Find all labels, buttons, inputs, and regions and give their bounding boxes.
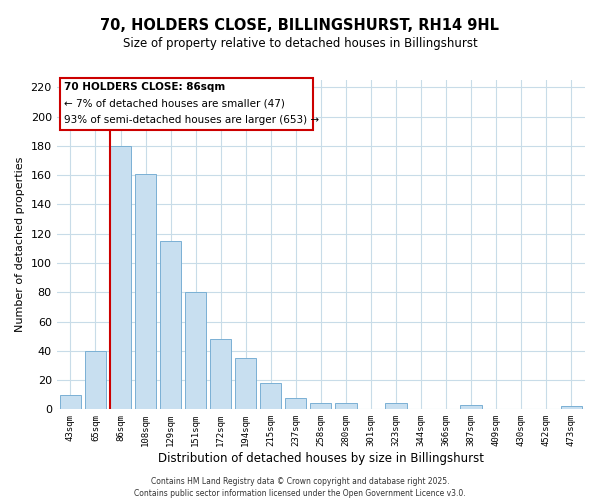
Y-axis label: Number of detached properties: Number of detached properties <box>15 157 25 332</box>
Text: Size of property relative to detached houses in Billingshurst: Size of property relative to detached ho… <box>122 38 478 51</box>
Bar <box>185 292 206 410</box>
Text: ← 7% of detached houses are smaller (47): ← 7% of detached houses are smaller (47) <box>64 98 286 108</box>
Bar <box>285 398 307 409</box>
Bar <box>310 404 331 409</box>
Text: 70 HOLDERS CLOSE: 86sqm: 70 HOLDERS CLOSE: 86sqm <box>64 82 226 92</box>
X-axis label: Distribution of detached houses by size in Billingshurst: Distribution of detached houses by size … <box>158 452 484 465</box>
Bar <box>235 358 256 410</box>
Bar <box>385 404 407 409</box>
Bar <box>85 351 106 410</box>
Text: 70, HOLDERS CLOSE, BILLINGSHURST, RH14 9HL: 70, HOLDERS CLOSE, BILLINGSHURST, RH14 9… <box>101 18 499 32</box>
Bar <box>135 174 156 410</box>
Bar <box>60 394 81 409</box>
Bar <box>110 146 131 409</box>
Text: Contains HM Land Registry data © Crown copyright and database right 2025.
Contai: Contains HM Land Registry data © Crown c… <box>134 476 466 498</box>
Bar <box>160 241 181 410</box>
Text: 93% of semi-detached houses are larger (653) →: 93% of semi-detached houses are larger (… <box>64 114 320 124</box>
Bar <box>210 339 232 409</box>
Bar <box>335 404 356 409</box>
Bar <box>460 405 482 409</box>
Bar <box>260 383 281 409</box>
Bar <box>560 406 582 410</box>
